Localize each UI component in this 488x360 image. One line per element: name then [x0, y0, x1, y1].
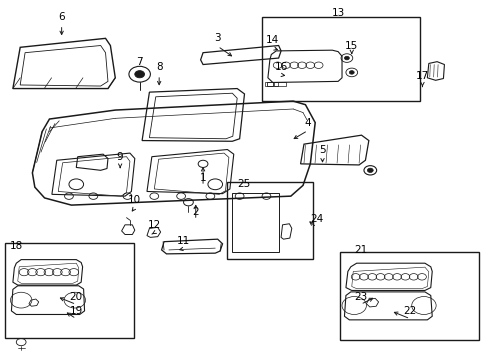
Text: 18: 18: [10, 241, 23, 251]
Text: 5: 5: [319, 144, 325, 154]
Text: 10: 10: [128, 195, 141, 205]
Text: 2: 2: [192, 207, 199, 217]
Text: 16: 16: [274, 62, 287, 72]
Text: 14: 14: [265, 35, 279, 45]
Bar: [339, 252, 478, 339]
Circle shape: [348, 71, 353, 74]
Text: 19: 19: [69, 306, 83, 316]
Text: 13: 13: [331, 8, 345, 18]
Text: 12: 12: [147, 220, 161, 230]
Text: 6: 6: [58, 12, 65, 22]
Text: 8: 8: [156, 62, 162, 72]
Text: 15: 15: [345, 41, 358, 50]
Bar: [227, 182, 312, 259]
Text: 9: 9: [117, 152, 123, 162]
Text: 7: 7: [136, 57, 142, 67]
Text: 20: 20: [70, 292, 82, 302]
Text: 11: 11: [177, 236, 190, 246]
Text: 4: 4: [304, 118, 310, 128]
Text: 21: 21: [353, 245, 366, 255]
Text: 22: 22: [403, 306, 416, 316]
Text: 3: 3: [214, 33, 221, 43]
Circle shape: [366, 168, 372, 172]
Text: 25: 25: [236, 179, 250, 189]
Bar: [4, 243, 134, 338]
Text: 23: 23: [353, 292, 366, 302]
Bar: [261, 17, 419, 101]
Text: 17: 17: [415, 71, 428, 81]
Text: 1: 1: [199, 173, 206, 183]
Circle shape: [135, 71, 144, 78]
Text: 24: 24: [309, 215, 323, 224]
Bar: [232, 193, 278, 252]
Circle shape: [344, 56, 348, 60]
